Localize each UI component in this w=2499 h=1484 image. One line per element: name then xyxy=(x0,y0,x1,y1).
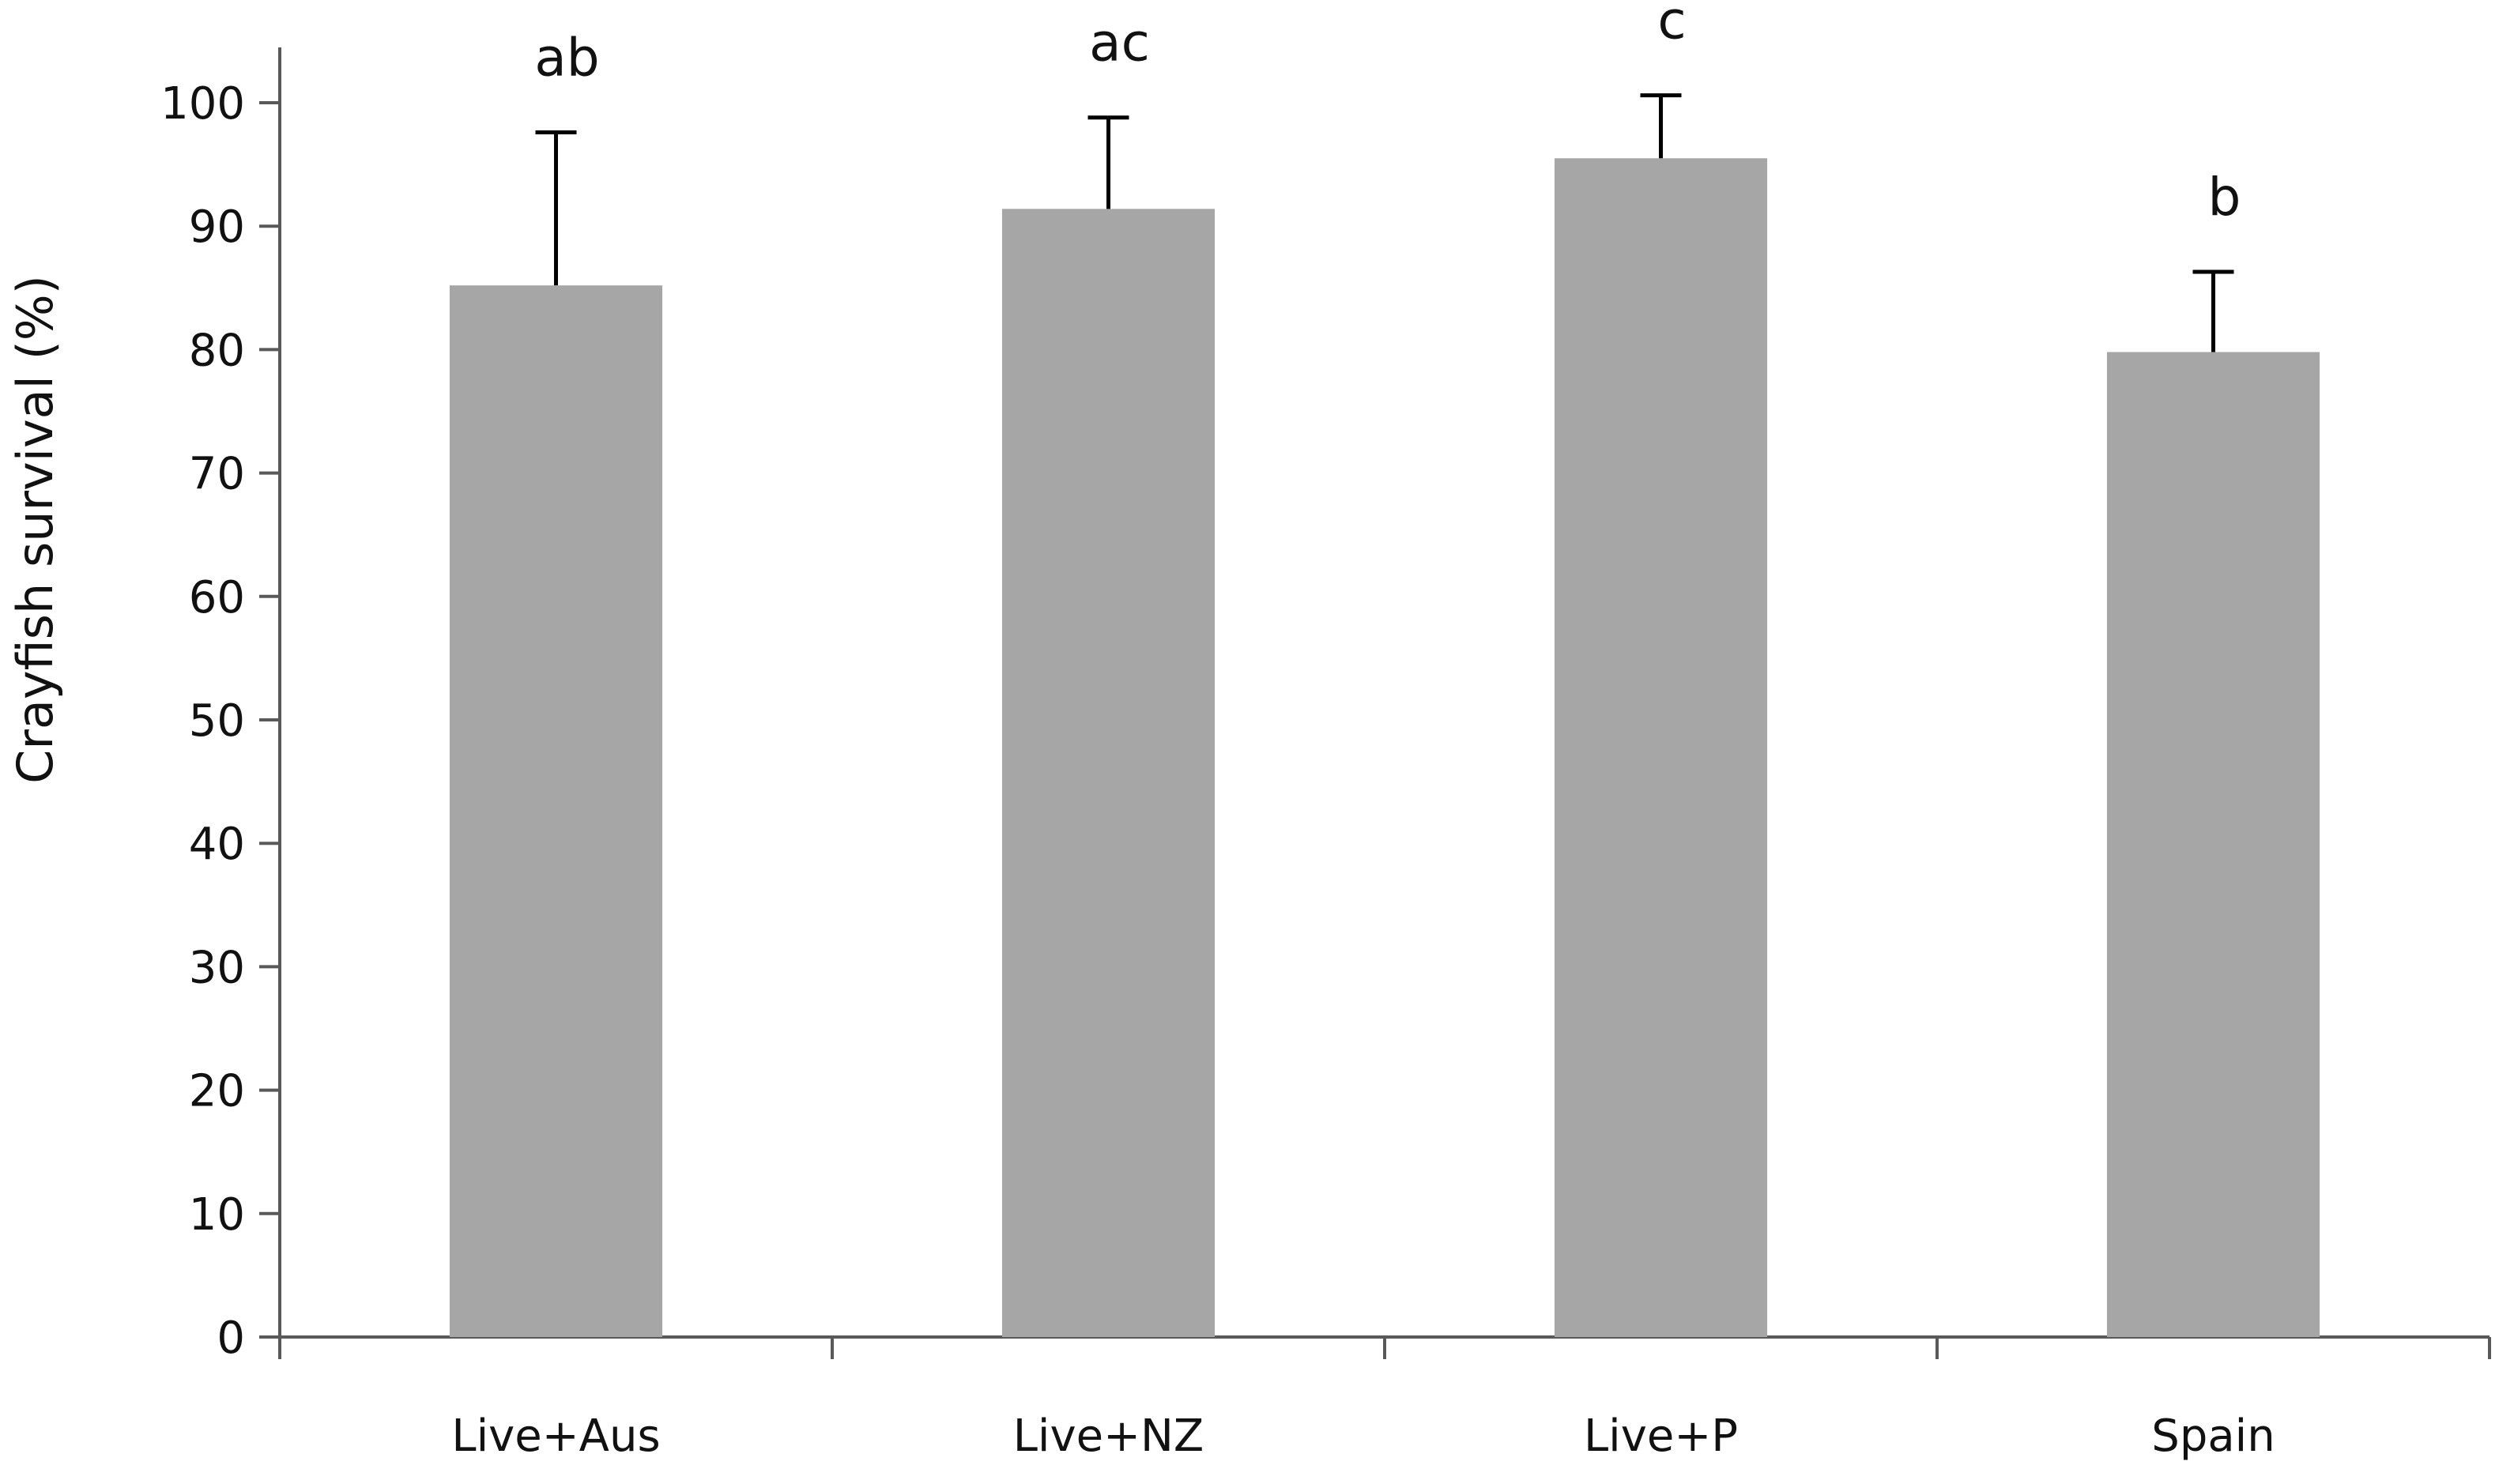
category-labels: Live+Aus Live+NZ Live+P Spain xyxy=(451,1411,2275,1462)
y-tick-label: 80 xyxy=(189,325,245,376)
y-axis-ticks: 0 10 20 30 40 50 60 70 80 90 100 xyxy=(160,78,280,1364)
bar-spain xyxy=(2106,352,2320,1338)
x-category-label: Spain xyxy=(2151,1411,2275,1462)
y-tick-label: 90 xyxy=(189,202,245,253)
y-tick-label: 0 xyxy=(217,1313,245,1364)
y-tick-label: 100 xyxy=(160,78,245,130)
x-category-label: Live+NZ xyxy=(1013,1411,1204,1462)
y-tick-label: 60 xyxy=(189,572,245,623)
bar-live-aus xyxy=(449,285,663,1337)
bar-live-nz xyxy=(1001,209,1216,1337)
significance-label: ac xyxy=(1089,13,1150,73)
significance-labels: ab ac c b xyxy=(534,0,2241,228)
error-bars xyxy=(535,93,2234,352)
y-axis-title-group: Crayfish survival (%) xyxy=(6,275,64,784)
y-tick-label: 10 xyxy=(189,1189,245,1241)
significance-label: c xyxy=(1657,0,1686,51)
significance-label: ab xyxy=(534,27,599,88)
bars xyxy=(449,158,2320,1338)
y-tick-label: 30 xyxy=(189,942,245,993)
y-tick-label: 70 xyxy=(189,449,245,500)
y-tick-label: 50 xyxy=(189,695,245,747)
y-tick-label: 40 xyxy=(189,819,245,870)
y-tick-label: 20 xyxy=(189,1066,245,1117)
x-category-label: Live+P xyxy=(1584,1411,1738,1462)
significance-label: b xyxy=(2208,167,2241,228)
y-axis-title: Crayfish survival (%) xyxy=(6,275,64,784)
bar-live-p xyxy=(1554,158,1768,1337)
x-category-label: Live+Aus xyxy=(451,1411,660,1462)
x-axis-ticks xyxy=(278,1337,2491,1359)
